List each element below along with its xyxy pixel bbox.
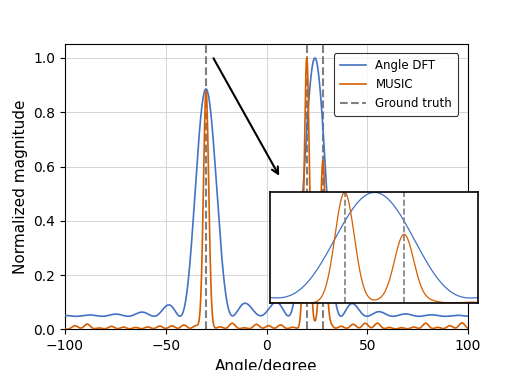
Angle DFT	[453, 313, 459, 317]
Angle DFT	[465, 314, 471, 319]
MUSIC	[452, 326, 459, 330]
Angle DFT	[62, 313, 68, 317]
Angle DFT	[312, 56, 318, 60]
X-axis label: Angle/degree: Angle/degree	[215, 359, 318, 370]
MUSIC	[465, 326, 471, 331]
Angle DFT	[235, 309, 241, 313]
Y-axis label: Normalized magnitude: Normalized magnitude	[12, 100, 28, 274]
MUSIC	[304, 56, 310, 60]
MUSIC	[433, 326, 439, 330]
MUSIC	[231, 322, 238, 327]
Angle DFT	[355, 306, 361, 310]
Angle DFT	[253, 312, 259, 316]
MUSIC	[253, 322, 259, 327]
Legend: Angle DFT, MUSIC, Ground truth: Angle DFT, MUSIC, Ground truth	[334, 53, 458, 116]
Angle DFT	[231, 313, 238, 317]
Angle DFT	[442, 314, 448, 319]
MUSIC	[355, 325, 361, 330]
Angle DFT	[433, 313, 439, 317]
Line: MUSIC: MUSIC	[65, 58, 468, 329]
MUSIC	[62, 327, 68, 332]
MUSIC	[235, 326, 241, 330]
Line: Angle DFT: Angle DFT	[65, 58, 468, 316]
